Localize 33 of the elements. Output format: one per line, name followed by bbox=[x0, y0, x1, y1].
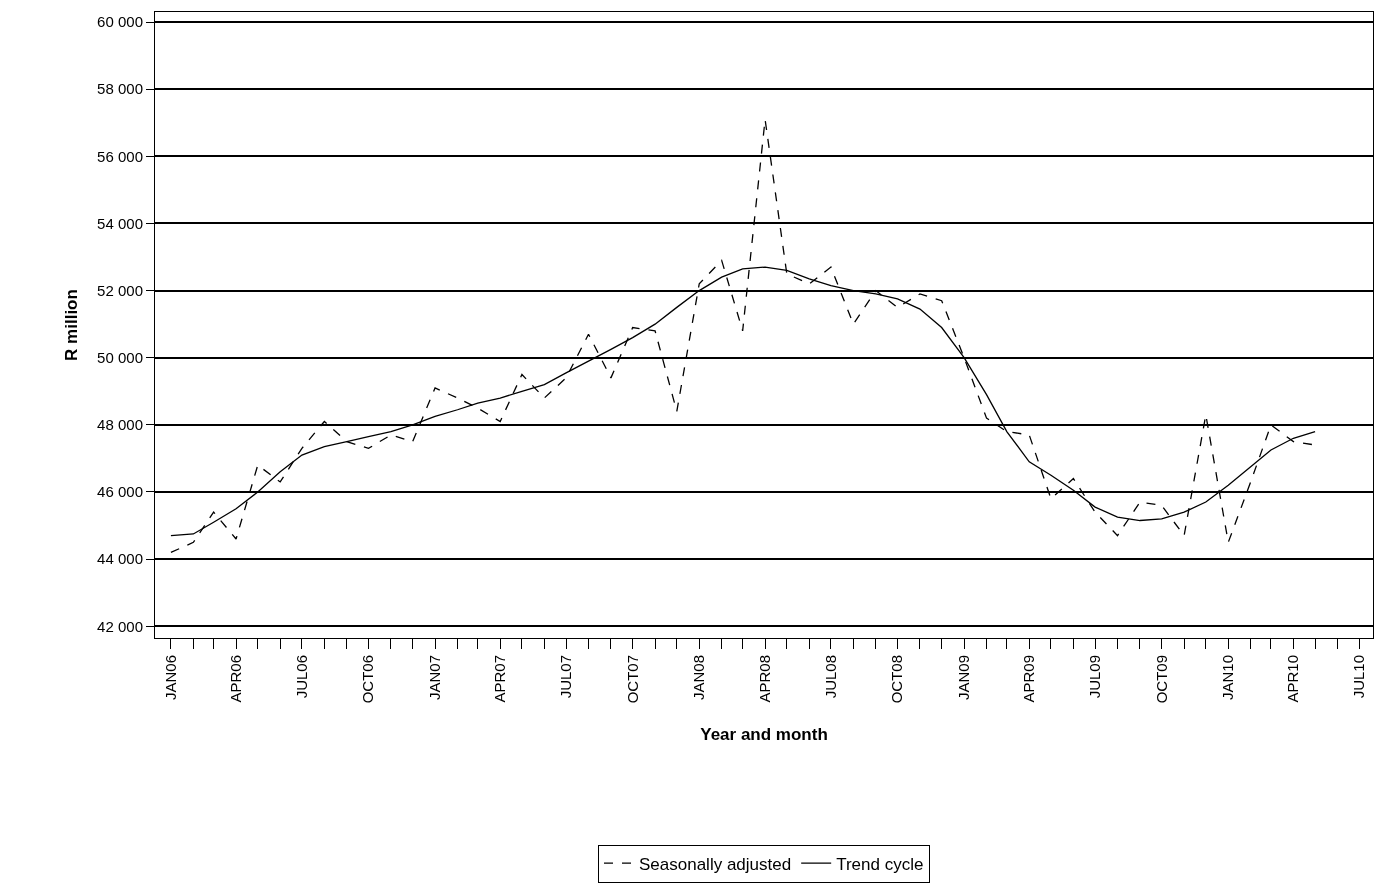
x-tick-label: JUL08 bbox=[821, 655, 839, 699]
x-tick-label: APR06 bbox=[226, 655, 244, 703]
legend-label: Trend cycle bbox=[836, 854, 924, 874]
y-tick-label: 46 000 bbox=[97, 483, 143, 501]
x-tick-label: OCT09 bbox=[1152, 655, 1170, 704]
y-tick-label: 50 000 bbox=[97, 348, 143, 366]
x-tick-label: OCT06 bbox=[359, 655, 377, 704]
x-tick-label: JAN10 bbox=[1219, 655, 1237, 701]
x-tick-label: JUL07 bbox=[556, 655, 574, 699]
x-tick-label: APR07 bbox=[491, 655, 509, 703]
y-axis-title: R million bbox=[61, 289, 81, 361]
x-tick-label: JAN09 bbox=[954, 655, 972, 701]
x-tick-label: JAN07 bbox=[425, 655, 443, 701]
y-tick-label: 54 000 bbox=[97, 214, 143, 232]
y-tick-label: 44 000 bbox=[97, 550, 143, 568]
y-tick-label: 58 000 bbox=[97, 80, 143, 98]
x-tick-label: OCT08 bbox=[888, 655, 906, 704]
y-tick-label: 60 000 bbox=[97, 13, 143, 31]
x-tick-label: JAN06 bbox=[161, 655, 179, 701]
x-tick-label: OCT07 bbox=[623, 655, 641, 704]
x-tick-label: JUL09 bbox=[1085, 655, 1103, 699]
x-tick-label: APR09 bbox=[1020, 655, 1038, 703]
y-tick-label: 52 000 bbox=[97, 281, 143, 299]
legend-label: Seasonally adjusted bbox=[639, 854, 792, 874]
x-tick-label: JAN08 bbox=[690, 655, 708, 701]
y-tick-label: 56 000 bbox=[97, 147, 143, 165]
x-tick-label: APR08 bbox=[755, 655, 773, 703]
x-tick-label: APR10 bbox=[1284, 655, 1302, 703]
x-tick-label: JUL10 bbox=[1350, 655, 1368, 699]
x-axis-title: Year and month bbox=[700, 724, 828, 744]
x-tick-label: JUL06 bbox=[292, 655, 310, 699]
y-tick-label: 48 000 bbox=[97, 416, 143, 434]
y-tick-label: 42 000 bbox=[97, 617, 143, 635]
